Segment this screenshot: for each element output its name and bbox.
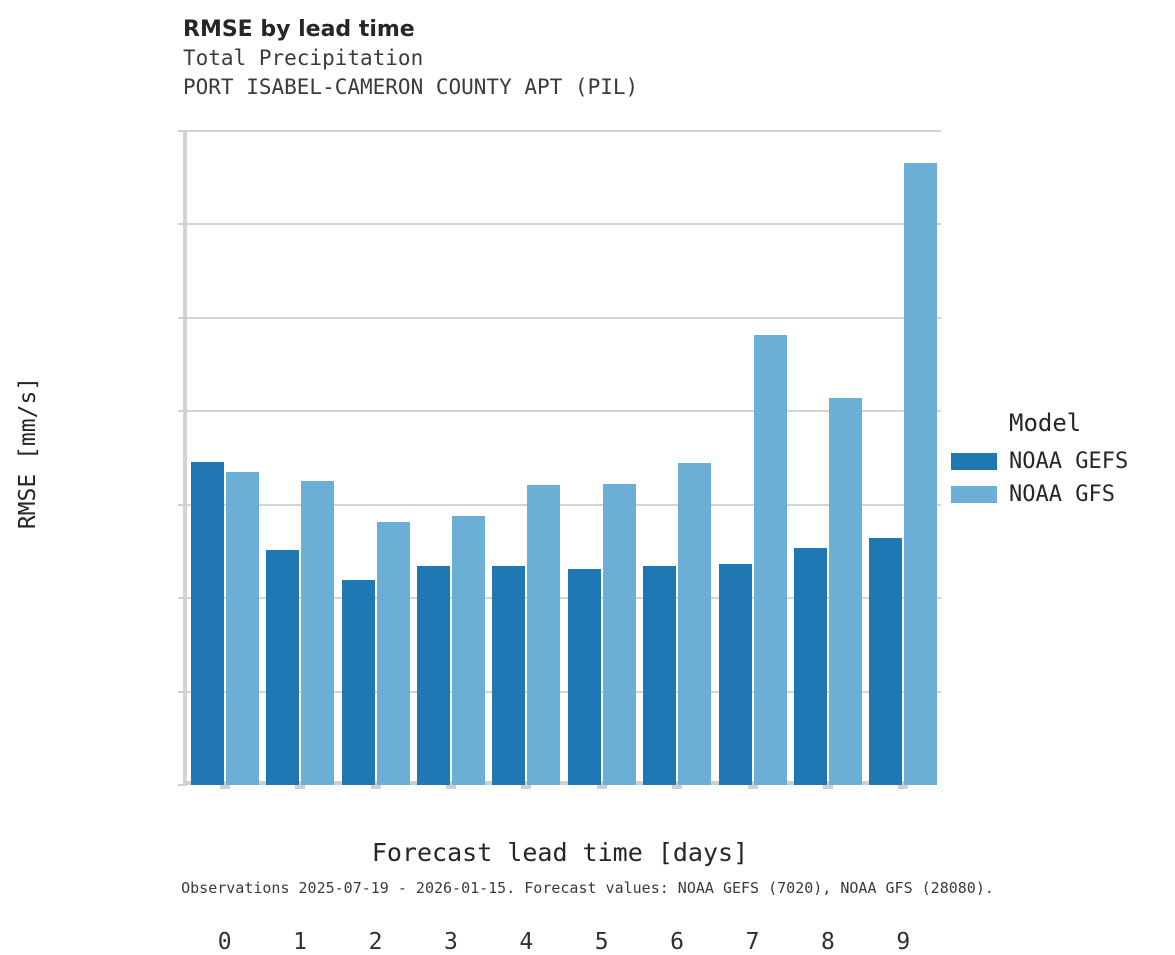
legend-swatch-icon <box>951 452 997 470</box>
chart-subtitle-variable: Total Precipitation <box>183 46 424 70</box>
x-tick-mark <box>898 785 909 789</box>
bar-noaa-gfs-day-2[interactable] <box>376 522 410 785</box>
bar-group <box>643 131 712 785</box>
page-title: RMSE by lead time <box>183 17 415 42</box>
x-tick-mark <box>219 785 230 789</box>
gridline <box>187 130 941 132</box>
bar-group <box>266 131 335 785</box>
y-tick-mark <box>178 223 187 226</box>
bar-noaa-gefs-day-4[interactable] <box>492 565 526 785</box>
bar-noaa-gfs-day-9[interactable] <box>904 163 938 785</box>
x-tick-label: 8 <box>820 929 835 955</box>
title-block: RMSE by lead time Total Precipitation PO… <box>183 16 983 102</box>
bar-noaa-gefs-day-8[interactable] <box>793 548 827 785</box>
legend-swatch-icon <box>951 485 997 503</box>
legend: Model NOAA GEFS NOAA GFS <box>951 408 1175 512</box>
bar-group <box>567 131 636 785</box>
gridline <box>187 410 941 413</box>
chart-subtitle-station: PORT ISABEL-CAMERON COUNTY APT (PIL) <box>183 75 639 99</box>
bar-series-container <box>187 131 941 785</box>
bar-noaa-gefs-day-2[interactable] <box>341 579 375 785</box>
bar-noaa-gefs-day-6[interactable] <box>643 565 677 785</box>
bar-noaa-gfs-day-0[interactable] <box>225 472 259 785</box>
y-tick-mark <box>178 130 187 132</box>
chart-figure: RMSE by lead time Total Precipitation PO… <box>15 16 1175 955</box>
gridline <box>187 503 941 506</box>
bar-noaa-gefs-day-7[interactable] <box>718 564 752 785</box>
bar-group <box>341 131 410 785</box>
x-tick-mark <box>370 785 381 789</box>
gridline <box>187 690 941 693</box>
x-tick-label: 7 <box>745 929 760 955</box>
bar-noaa-gefs-day-1[interactable] <box>266 550 300 785</box>
bar-group <box>718 131 787 785</box>
x-tick-mark <box>822 785 833 789</box>
x-tick-mark <box>672 785 683 789</box>
x-tick-mark <box>521 785 532 789</box>
bar-noaa-gefs-day-0[interactable] <box>190 462 224 785</box>
bar-noaa-gefs-day-3[interactable] <box>416 565 450 785</box>
gridline <box>187 223 941 226</box>
y-tick-mark <box>178 690 187 693</box>
y-tick-mark <box>178 784 187 786</box>
gridline <box>187 597 941 600</box>
legend-item-label: NOAA GFS <box>1009 481 1115 507</box>
legend-item[interactable]: NOAA GEFS <box>951 446 1175 476</box>
legend-title: Model <box>1009 409 1082 437</box>
legend-item-label: NOAA GEFS <box>1009 448 1129 474</box>
bar-group <box>869 131 938 785</box>
x-tick-mark <box>747 785 758 789</box>
x-tick-mark <box>596 785 607 789</box>
y-tick-mark <box>178 597 187 600</box>
x-axis-title: Forecast lead time [days] <box>371 838 749 867</box>
footer-caption: Observations 2025-07-19 - 2026-01-15. Fo… <box>181 879 994 897</box>
x-tick-mark <box>295 785 306 789</box>
bar-group <box>793 131 862 785</box>
bar-noaa-gfs-day-8[interactable] <box>828 397 862 785</box>
y-tick-mark <box>178 410 187 413</box>
bar-noaa-gfs-day-4[interactable] <box>527 485 561 785</box>
bar-noaa-gefs-day-9[interactable] <box>869 537 903 785</box>
bar-noaa-gfs-day-6[interactable] <box>678 462 712 785</box>
bar-group <box>416 131 485 785</box>
bar-noaa-gfs-day-1[interactable] <box>301 480 335 785</box>
x-tick-label: 3 <box>443 929 458 955</box>
gridline <box>187 316 941 319</box>
x-tick-label: 1 <box>293 929 308 955</box>
x-tick-label: 5 <box>594 929 609 955</box>
plot-area: 0.000000.000020.000040.000060.000080.000… <box>178 130 941 955</box>
x-tick-label: 2 <box>368 929 383 955</box>
x-tick-label: 6 <box>670 929 685 955</box>
bar-noaa-gfs-day-3[interactable] <box>451 515 485 785</box>
y-axis-title: RMSE [mm/s] <box>15 376 41 530</box>
x-tick-mark <box>445 785 456 789</box>
x-tick-label: 4 <box>519 929 534 955</box>
bar-noaa-gfs-day-7[interactable] <box>753 335 787 785</box>
bar-group <box>492 131 561 785</box>
bar-group <box>190 131 259 785</box>
legend-item[interactable]: NOAA GFS <box>951 479 1175 509</box>
bar-noaa-gfs-day-5[interactable] <box>602 484 636 785</box>
y-tick-mark <box>178 316 187 319</box>
x-tick-label: 0 <box>217 929 232 955</box>
y-tick-mark <box>178 503 187 506</box>
legend-entries: NOAA GEFS NOAA GFS <box>951 446 1175 509</box>
x-tick-label: 9 <box>896 929 911 955</box>
bar-noaa-gefs-day-5[interactable] <box>567 569 601 785</box>
